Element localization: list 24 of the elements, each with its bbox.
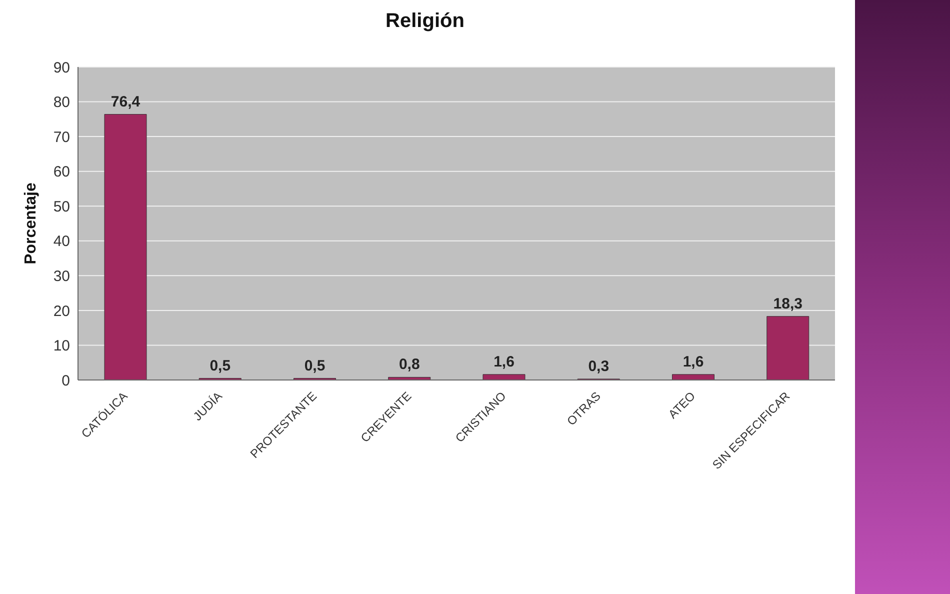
data-label: 1,6 — [494, 353, 514, 370]
y-tick-label: 60 — [53, 164, 70, 181]
data-label: 0,3 — [588, 358, 610, 375]
data-label: 0,5 — [210, 357, 231, 374]
data-label: 0,5 — [304, 357, 326, 374]
y-tick-label: 80 — [53, 94, 70, 112]
bar — [482, 374, 526, 380]
data-label: 1,6 — [682, 353, 704, 370]
y-axis-title: Porcentaje — [22, 182, 40, 264]
y-tick-label: 10 — [53, 338, 70, 355]
y-tick-label: 70 — [53, 128, 70, 146]
data-label: 18,3 — [773, 295, 802, 312]
y-tick-label: 0 — [62, 372, 70, 390]
y-tick-label: 20 — [53, 302, 70, 320]
y-tick-label: 90 — [53, 59, 70, 76]
y-tick-label: 40 — [53, 233, 70, 250]
chart-title: Religión — [384, 10, 466, 33]
bar — [766, 316, 810, 380]
data-label: 76,4 — [110, 93, 141, 110]
data-label: 0,8 — [398, 356, 420, 374]
bar — [672, 374, 714, 380]
y-tick-label: 50 — [53, 198, 70, 216]
bar — [104, 114, 147, 380]
y-tick-label: 30 — [53, 268, 70, 285]
